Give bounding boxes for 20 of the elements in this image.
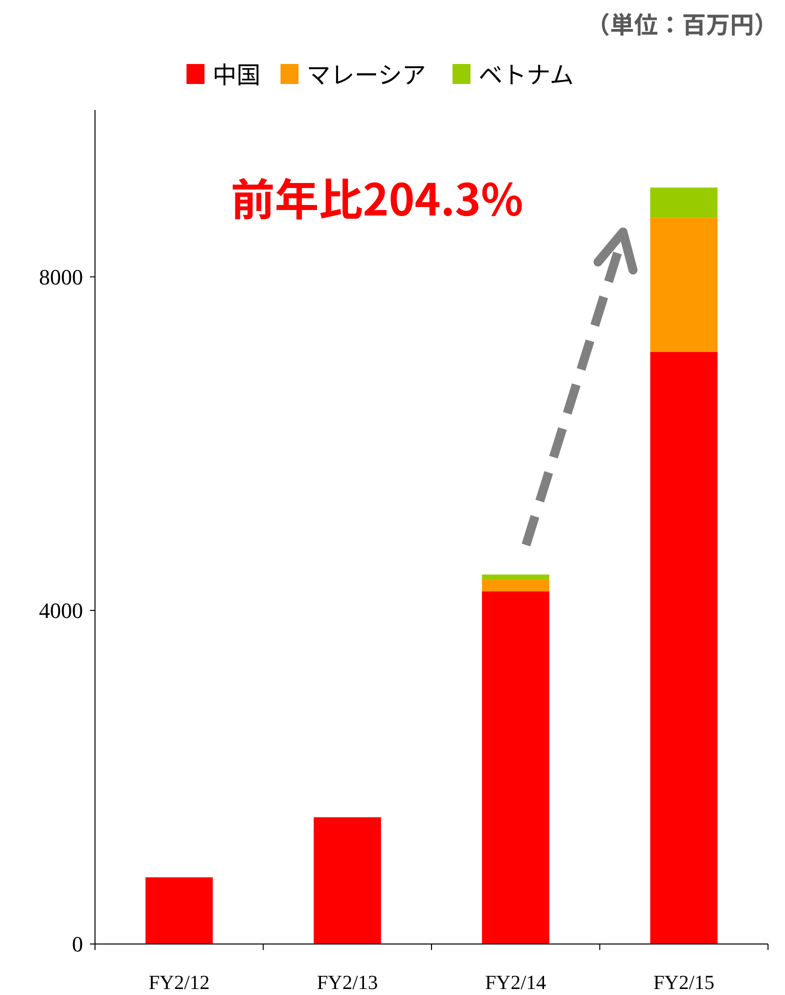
y-tick-label: 4000 bbox=[39, 598, 83, 624]
bar bbox=[145, 877, 213, 944]
bar bbox=[650, 218, 718, 352]
bar bbox=[650, 352, 718, 944]
y-tick-label: 0 bbox=[72, 932, 83, 957]
bar bbox=[482, 574, 550, 580]
bar bbox=[482, 591, 550, 944]
annotation: 前年比204.3% bbox=[230, 164, 524, 228]
y-tick-label: 8000 bbox=[39, 264, 83, 290]
x-tick-label: FY2/15 bbox=[653, 972, 714, 994]
bar bbox=[650, 188, 718, 218]
x-tick-label: FY2/14 bbox=[485, 972, 546, 994]
legend-label: ベトナム bbox=[478, 55, 574, 90]
legend-label: 中国 bbox=[212, 55, 260, 90]
x-tick-label: FY2/12 bbox=[148, 972, 210, 994]
legend-label: マレーシア bbox=[306, 55, 426, 90]
bar bbox=[482, 580, 550, 592]
x-tick-label: FY2/13 bbox=[316, 972, 378, 994]
text: （単位：百万円） bbox=[586, 5, 778, 40]
bar bbox=[314, 817, 382, 944]
